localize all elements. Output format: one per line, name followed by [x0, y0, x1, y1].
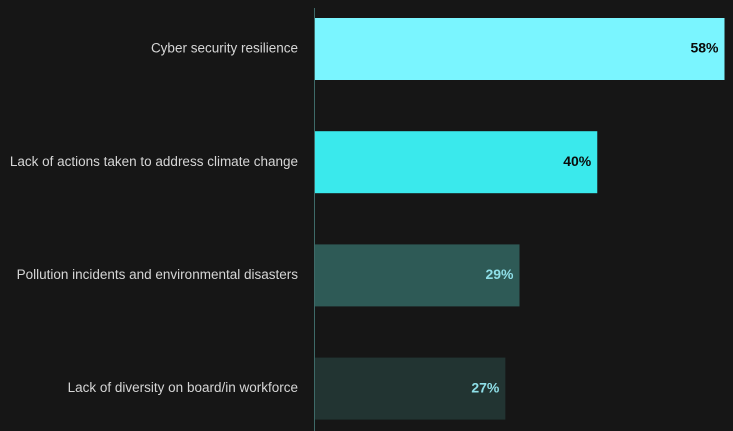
category-label: Lack of actions taken to address climate… — [10, 154, 298, 169]
data-label: 29% — [485, 266, 514, 282]
data-label: 40% — [563, 153, 592, 169]
bar — [314, 131, 598, 194]
data-label: 58% — [690, 40, 719, 56]
category-label: Cyber security resilience — [151, 41, 298, 56]
bar — [314, 244, 520, 307]
bar — [314, 357, 506, 420]
bar — [314, 18, 725, 80]
category-label: Pollution incidents and environmental di… — [17, 267, 299, 282]
category-label: Lack of diversity on board/in workforce — [68, 380, 298, 395]
data-label: 27% — [471, 379, 500, 395]
